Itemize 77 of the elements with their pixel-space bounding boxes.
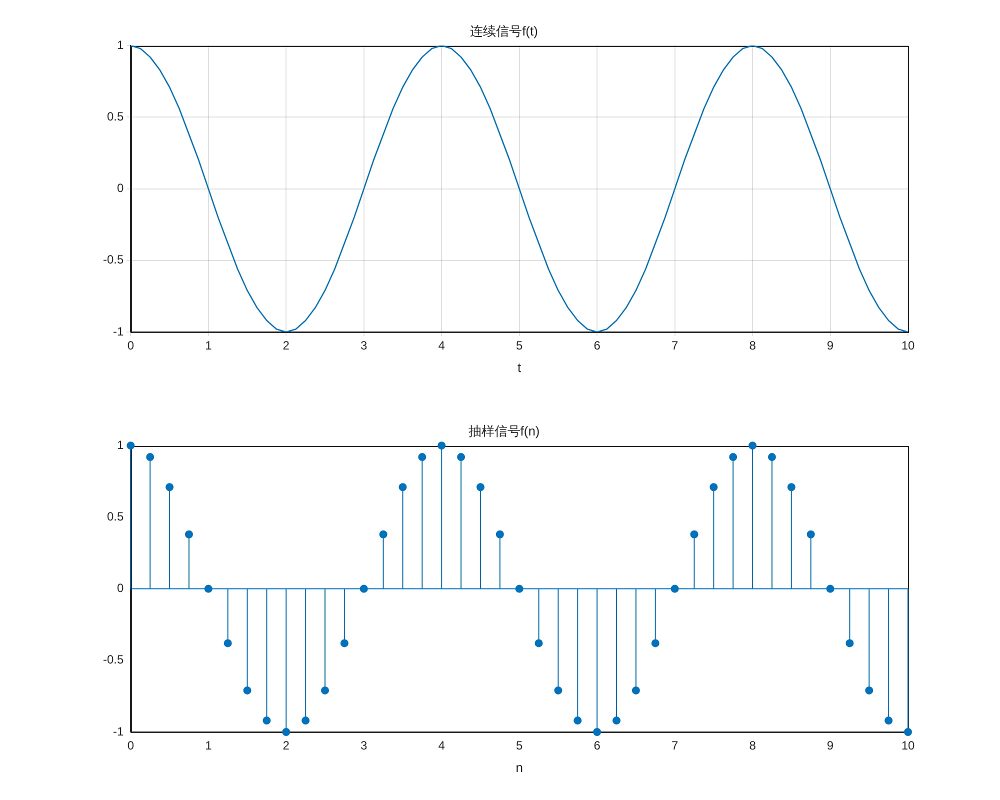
point xyxy=(729,453,738,462)
x-tick-label: 3 xyxy=(360,738,368,753)
point xyxy=(515,584,524,593)
x-tick-label: 7 xyxy=(671,338,678,353)
point xyxy=(904,728,912,736)
x-tick-label: 1 xyxy=(205,738,212,753)
point xyxy=(748,442,757,450)
point xyxy=(574,716,582,725)
y-tick-label: 1 xyxy=(116,438,124,452)
y-tick-label: 1 xyxy=(116,38,124,52)
point xyxy=(496,530,504,538)
x-tick-label: 2 xyxy=(282,338,290,353)
x-tick-label: 1 xyxy=(205,338,212,353)
point xyxy=(379,530,388,538)
x-tick-label: 3 xyxy=(360,338,368,353)
point xyxy=(806,530,815,538)
point xyxy=(360,584,368,593)
point xyxy=(593,728,602,736)
point xyxy=(340,639,348,648)
y-tick-label: -1 xyxy=(113,324,124,338)
point xyxy=(398,483,407,492)
point xyxy=(826,584,834,593)
point xyxy=(787,483,796,492)
point xyxy=(768,453,776,462)
point xyxy=(321,686,330,694)
x-tick-label: 8 xyxy=(749,338,756,353)
x-tick-label: 0 xyxy=(127,738,134,753)
point xyxy=(865,686,874,694)
x-tick-label: 9 xyxy=(826,738,834,753)
point xyxy=(884,716,893,725)
chart-title: 抽样信号f(n) xyxy=(468,423,540,438)
x-tick-label: 10 xyxy=(901,738,915,753)
x-tick-label: 0 xyxy=(127,338,134,353)
x-tick-label: 6 xyxy=(594,738,601,753)
point xyxy=(457,453,466,462)
point xyxy=(651,639,660,648)
point xyxy=(204,584,212,593)
x-tick-label: 8 xyxy=(749,738,756,753)
point xyxy=(262,716,271,725)
x-tick-label: 5 xyxy=(516,338,523,353)
point xyxy=(243,686,252,694)
point xyxy=(710,483,718,492)
point xyxy=(612,716,621,725)
point xyxy=(476,483,484,492)
x-axis-title: n xyxy=(516,760,523,775)
point xyxy=(166,483,174,492)
x-axis-title: t xyxy=(518,360,522,375)
y-tick-label: -0.5 xyxy=(102,652,124,667)
x-tick-label: 4 xyxy=(438,338,446,353)
x-tick-label: 9 xyxy=(826,338,834,353)
y-tick-label: 0.5 xyxy=(106,110,124,124)
point xyxy=(846,639,854,648)
x-tick-label: 7 xyxy=(671,738,678,753)
point xyxy=(418,453,426,462)
point xyxy=(438,442,446,450)
point xyxy=(534,639,543,648)
y-tick-label: -0.5 xyxy=(102,252,124,267)
point xyxy=(554,686,562,694)
x-tick-label: 6 xyxy=(594,338,601,353)
point xyxy=(690,530,698,538)
point xyxy=(282,728,290,736)
chart-title: 连续信号f(t) xyxy=(470,23,538,38)
y-tick-label: 0 xyxy=(116,581,124,596)
point xyxy=(184,530,193,538)
x-tick-label: 10 xyxy=(901,338,915,353)
x-tick-label: 5 xyxy=(516,738,523,753)
point xyxy=(302,716,310,725)
point xyxy=(126,442,135,450)
point xyxy=(224,639,232,648)
point xyxy=(146,453,154,462)
point xyxy=(632,686,640,694)
y-tick-label: 0 xyxy=(116,181,124,196)
y-tick-label: 0.5 xyxy=(106,510,124,524)
x-tick-label: 4 xyxy=(438,738,446,753)
point xyxy=(670,584,679,593)
x-tick-label: 2 xyxy=(282,738,290,753)
y-tick-label: -1 xyxy=(113,724,124,738)
